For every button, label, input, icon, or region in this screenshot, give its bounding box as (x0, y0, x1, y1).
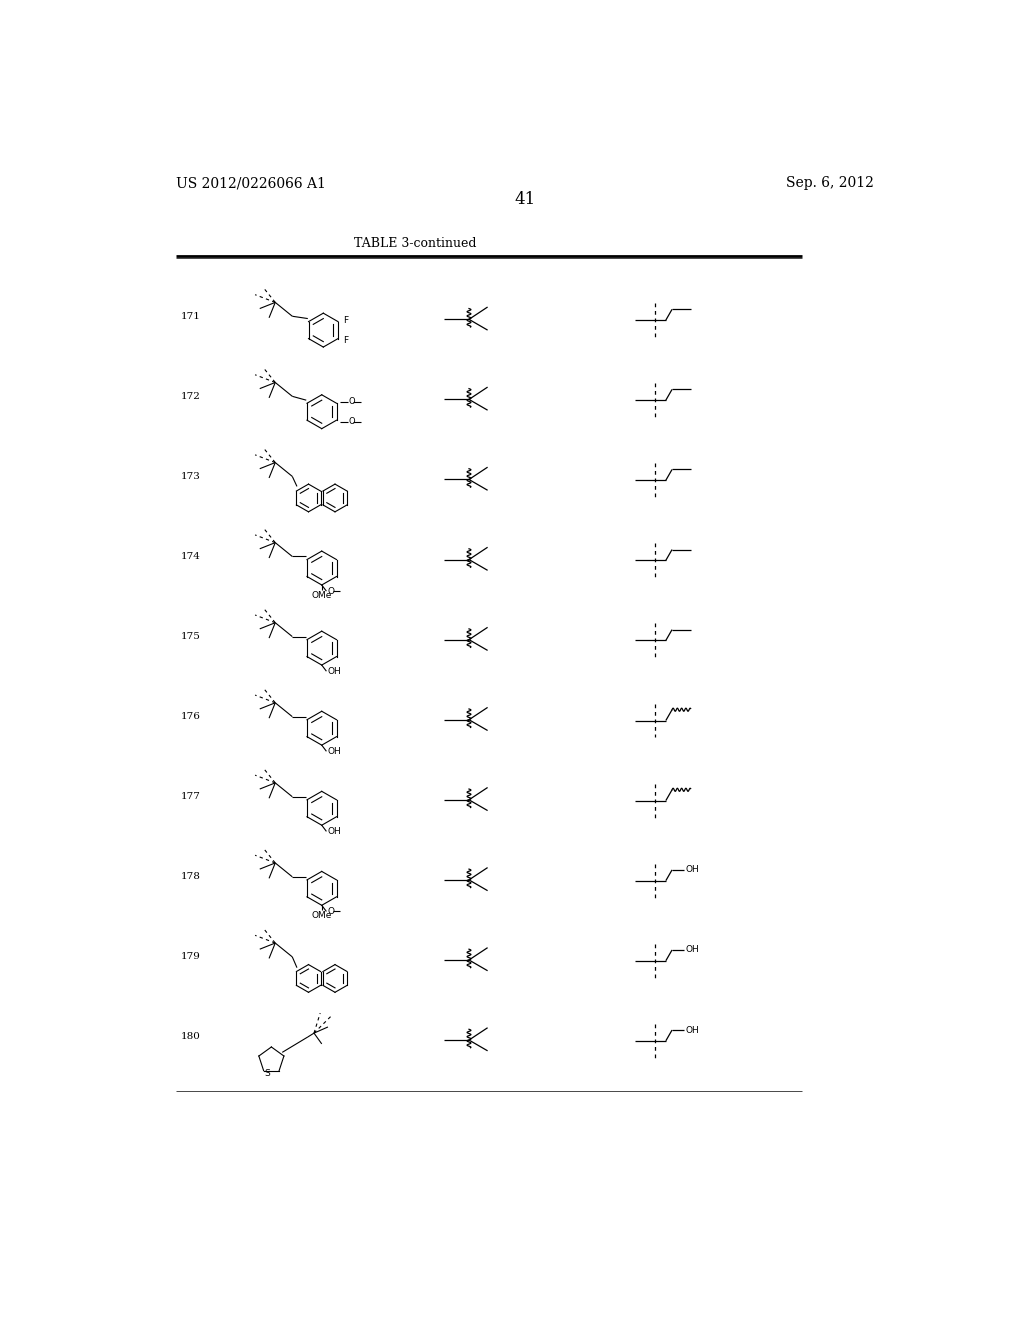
Text: 180: 180 (180, 1032, 201, 1041)
Text: 174: 174 (180, 552, 201, 561)
Text: 171: 171 (180, 312, 201, 321)
Text: OH: OH (686, 945, 699, 954)
Text: 176: 176 (180, 713, 201, 721)
Text: 177: 177 (180, 792, 201, 801)
Text: Sep. 6, 2012: Sep. 6, 2012 (785, 176, 873, 190)
Text: 41: 41 (514, 190, 536, 207)
Text: OH: OH (686, 866, 699, 874)
Text: O: O (328, 586, 335, 595)
Text: 178: 178 (180, 873, 201, 882)
Text: OH: OH (328, 747, 342, 756)
Text: F: F (343, 335, 348, 345)
Text: O: O (348, 417, 354, 426)
Text: 179: 179 (180, 953, 201, 961)
Text: 173: 173 (180, 473, 201, 480)
Text: 172: 172 (180, 392, 201, 401)
Text: F: F (343, 315, 348, 325)
Text: S: S (264, 1069, 270, 1077)
Text: US 2012/0226066 A1: US 2012/0226066 A1 (176, 176, 326, 190)
Text: OMe: OMe (311, 591, 332, 601)
Text: 175: 175 (180, 632, 201, 642)
Text: OMe: OMe (311, 911, 332, 920)
Text: O: O (348, 397, 354, 407)
Text: O: O (328, 907, 335, 916)
Text: OH: OH (328, 667, 342, 676)
Text: OH: OH (686, 1026, 699, 1035)
Text: TABLE 3-continued: TABLE 3-continued (353, 236, 476, 249)
Text: OH: OH (328, 826, 342, 836)
